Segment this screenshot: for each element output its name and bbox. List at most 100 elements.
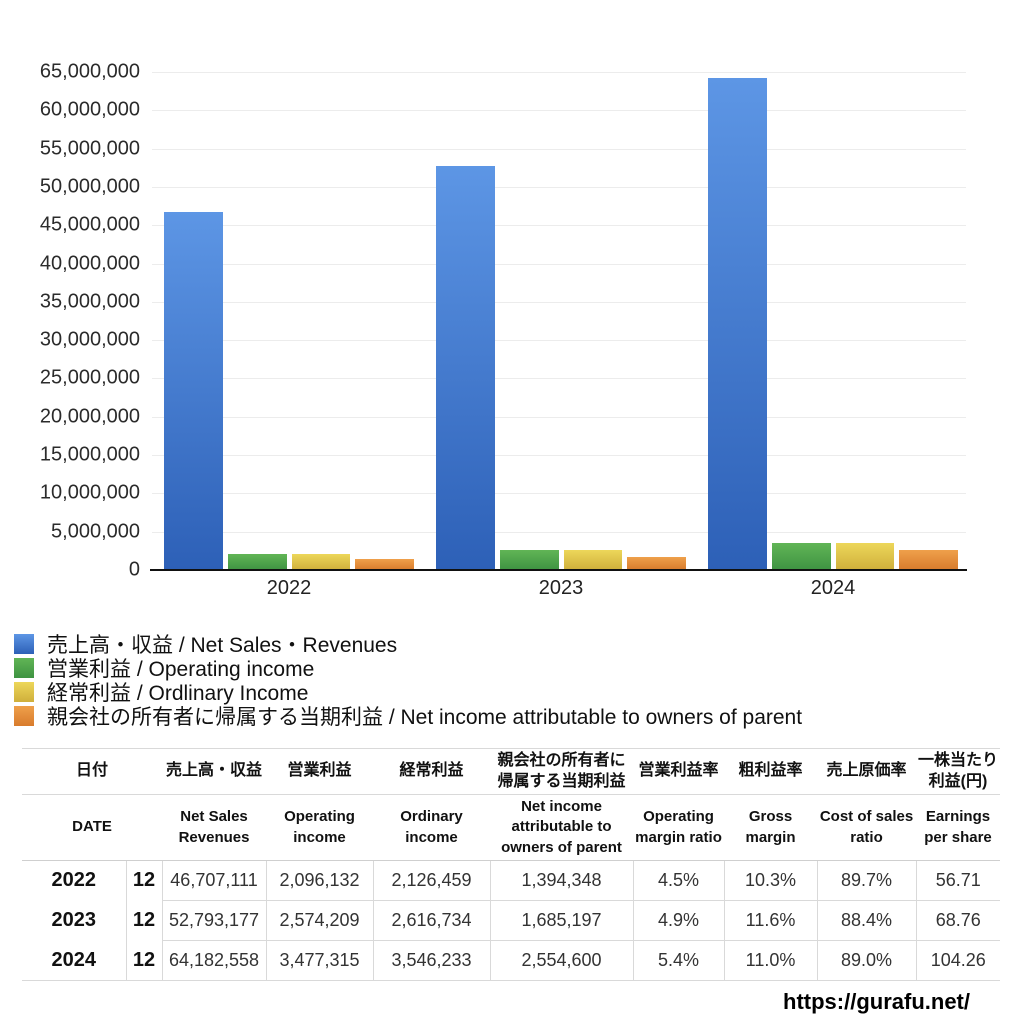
gridline [152,72,966,73]
cell-value: 2,616,734 [372,900,491,941]
col-header-net-income-parent-ja: 親会社の所有者に帰属する当期利益 [490,748,634,795]
financial-data-table: 日付 売上高・収益 営業利益 経常利益 親会社の所有者に帰属する当期利益 営業利… [22,748,1001,981]
y-axis-tick-label: 10,000,000 [39,481,140,504]
bar-group-2023 [436,165,686,570]
table-row-2024: 2024 12 64,182,558 3,477,315 3,546,233 2,554,… [22,940,1001,981]
col-header-net-sales-en: Net Sales Revenues [162,794,267,861]
x-axis-label: 2023 [538,577,584,599]
cell-value: 10.3% [723,860,818,901]
legend-item-ordinary-income: 経常利益 / Ordlinary Income [14,680,1024,705]
gridline [152,340,966,342]
y-axis-tick-label: 60,000,000 [39,98,140,121]
x-axis-label: 2024 [810,577,856,599]
col-header-cost-of-sales-ja: 売上原価率 [817,748,917,795]
bar-net-sales-2024 [708,78,767,570]
cell-value: 11.0% [723,940,818,981]
y-axis-tick-label: 55,000,000 [39,137,140,160]
col-header-gross-margin-en: Gross margin [724,794,818,861]
table-header-row-ja: 日付 売上高・収益 営業利益 経常利益 親会社の所有者に帰属する当期利益 営業利… [22,748,1001,795]
cell-value: 56.71 [915,860,1001,901]
cell-month: 12 [125,860,163,901]
legend-label: 親会社の所有者に帰属する当期利益 / Net income attributab… [47,706,803,729]
col-header-date-en: DATE [22,794,163,861]
cell-value: 1,394,348 [489,860,634,901]
gridline [152,455,966,457]
bar-ordinary-income-2022 [291,553,351,570]
cell-value: 2,554,600 [489,940,634,981]
table-row-2023: 2023 12 52,793,177 2,574,209 2,616,734 1,685,… [22,900,1001,941]
col-header-operating-margin-en: Operating margin ratio [633,794,725,861]
bar-operating-income-2022 [227,553,287,570]
bar-net-income-parent-2023 [627,557,686,570]
cell-value: 64,182,558 [161,940,267,981]
cell-value: 46,707,111 [161,860,267,901]
col-header-net-sales-ja: 売上高・収益 [162,748,267,795]
cell-value: 2,126,459 [372,860,491,901]
cell-value: 11.6% [723,900,818,941]
y-axis-tick-label: 35,000,000 [39,290,140,313]
plot-area [152,72,966,570]
col-header-eps-ja: 一株当たり利益(円) [916,748,1001,795]
legend-label: 売上高・収益 / Net Sales・Revenues [47,634,398,657]
cell-year: 2023 [51,909,97,931]
bar-ordinary-income-2023 [563,550,623,570]
legend-color-swatch-icon [14,682,34,702]
cell-value: 68.76 [915,900,1001,941]
bar-net-income-parent-2022 [355,559,414,570]
bar-group-2024 [708,78,958,570]
legend-color-swatch-icon [14,706,34,726]
y-axis-tick-label: 30,000,000 [39,328,140,351]
y-axis-tick-label: 15,000,000 [39,443,140,466]
bar-operating-income-2024 [771,543,831,570]
cell-value: 88.4% [816,900,917,941]
cell-value: 52,793,177 [161,900,267,941]
y-axis-tick-label: 20,000,000 [39,405,140,428]
x-axis-label: 2022 [266,577,312,599]
y-axis-tick-label: 50,000,000 [39,175,140,198]
legend-label: 営業利益 / Operating income [47,658,315,681]
legend-label: 経常利益 / Ordlinary Income [47,682,309,705]
table-header-row-en: DATE Net Sales Revenues Operating income… [22,794,1001,861]
legend-item-net-sales: 売上高・収益 / Net Sales・Revenues [14,632,1024,657]
cell-value: 5.4% [632,940,725,981]
cell-value: 4.9% [632,900,725,941]
y-axis-tick-label: 65,000,000 [39,60,140,83]
col-header-date-ja: 日付 [22,748,163,795]
cell-value: 89.7% [816,860,917,901]
col-header-eps-en: Earnings per share [916,794,1001,861]
y-axis-tick-label: 0 [128,558,140,581]
cell-value: 2,096,132 [265,860,374,901]
col-header-gross-margin-ja: 粗利益率 [724,748,818,795]
cell-value: 1,685,197 [489,900,634,941]
col-header-operating-income-en: Operating income [266,794,374,861]
col-header-net-income-parent-en: Net income attributable to owners of par… [490,794,634,861]
bar-group-2022 [164,212,414,570]
cell-value: 3,477,315 [265,940,374,981]
gridline [152,225,966,227]
y-axis-tick-label: 45,000,000 [39,213,140,236]
cell-month: 12 [125,940,163,981]
bar-net-income-parent-2024 [899,550,958,570]
bar-ordinary-income-2024 [835,542,895,570]
col-header-ordinary-income-en: Ordinary income [373,794,491,861]
table-row-2022: 2022 12 46,707,111 2,096,132 2,126,459 1,394,… [22,860,1001,901]
y-axis-tick-label: 40,000,000 [39,252,140,275]
chart-legend: 売上高・収益 / Net Sales・Revenues 営業利益 / Operat… [14,632,1024,729]
gridline [152,263,966,265]
cell-year: 2022 [51,869,97,892]
y-axis-tick-label: 25,000,000 [39,366,140,389]
bar-operating-income-2023 [499,550,559,570]
bar-net-sales-2023 [436,165,495,570]
cell-month: 12 [125,900,163,941]
cell-value: 3,546,233 [372,940,491,981]
gridline [152,493,966,495]
legend-item-operating-income: 営業利益 / Operating income [14,656,1024,681]
site-url: https://gurafu.net/ [783,989,970,1014]
gridline [152,531,966,533]
y-axis-tick-label: 5,000,000 [51,520,140,543]
col-header-operating-margin-ja: 営業利益率 [633,748,725,795]
gridline [152,148,966,150]
col-header-ordinary-income-ja: 経常利益 [373,748,491,795]
legend-color-swatch-icon [14,658,34,678]
gridline [152,416,966,418]
